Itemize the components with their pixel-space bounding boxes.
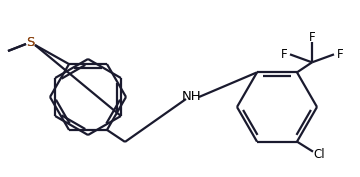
Text: F: F bbox=[281, 48, 287, 61]
Text: F: F bbox=[309, 31, 315, 44]
Text: NH: NH bbox=[182, 90, 202, 104]
Text: S: S bbox=[26, 36, 34, 48]
Text: S: S bbox=[26, 36, 34, 48]
Text: Cl: Cl bbox=[313, 148, 325, 161]
Text: F: F bbox=[337, 48, 343, 61]
